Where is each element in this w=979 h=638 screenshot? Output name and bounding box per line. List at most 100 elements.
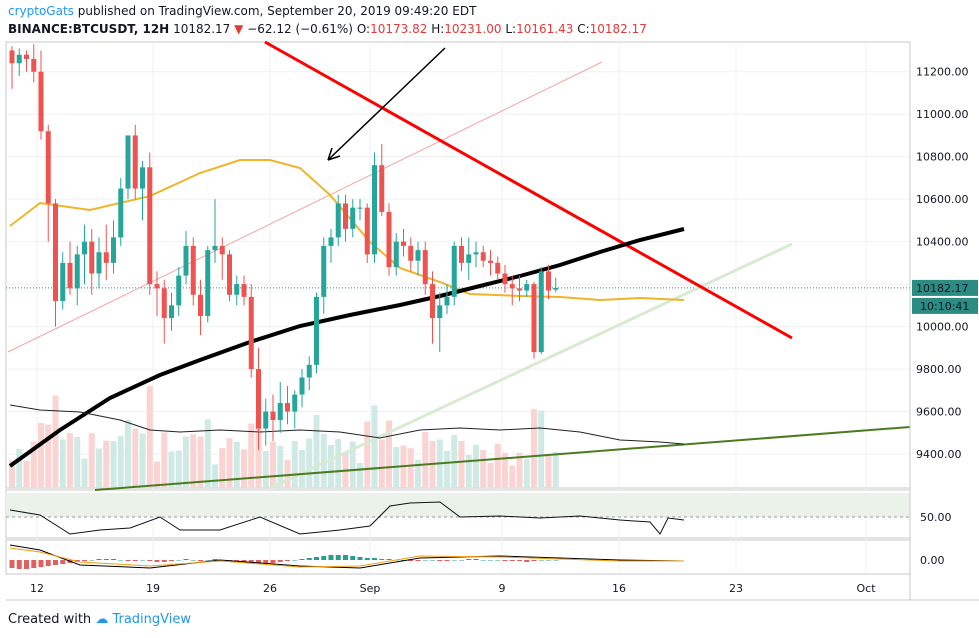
macd-hist-bar	[553, 560, 559, 561]
candle-body[interactable]	[451, 245, 457, 297]
candle-body[interactable]	[60, 262, 66, 302]
candle-body[interactable]	[219, 245, 225, 255]
candle-body[interactable]	[328, 237, 334, 246]
candle-body[interactable]	[205, 250, 211, 316]
candle-body[interactable]	[227, 254, 232, 295]
candle-body[interactable]	[357, 207, 363, 209]
candle-body[interactable]	[437, 305, 443, 319]
tradingview-brand[interactable]: TradingView	[112, 612, 191, 627]
macd-hist-bar	[285, 560, 290, 561]
candle-body[interactable]	[234, 284, 240, 295]
candle-body[interactable]	[96, 252, 102, 274]
countdown-box	[912, 297, 978, 314]
candle-body[interactable]	[67, 262, 73, 289]
candle-body[interactable]	[183, 245, 189, 276]
candle-body[interactable]	[401, 241, 406, 246]
candle-body[interactable]	[466, 254, 472, 263]
candle-body[interactable]	[169, 305, 174, 319]
candle-body[interactable]	[132, 135, 138, 189]
y-tick-label: 9400.00	[916, 448, 962, 461]
candle-body[interactable]	[74, 254, 80, 289]
x-tick-label: Sep	[360, 582, 381, 595]
candle-body[interactable]	[386, 211, 392, 268]
candle-body[interactable]	[16, 54, 22, 64]
macd-hist-bar	[270, 560, 276, 563]
volume-bar	[545, 455, 552, 488]
candle-body[interactable]	[212, 245, 218, 251]
candle-body[interactable]	[480, 252, 486, 261]
candle-body[interactable]	[422, 250, 428, 285]
volume-bar	[480, 450, 487, 488]
candle-body[interactable]	[31, 58, 37, 72]
candle-body[interactable]	[285, 403, 290, 412]
candle-body[interactable]	[502, 273, 508, 285]
publisher-name[interactable]: cryptoGats	[8, 4, 74, 18]
macd-hist-bar	[183, 559, 189, 560]
candle-body[interactable]	[495, 262, 501, 274]
candle-body[interactable]	[343, 203, 348, 229]
candle-body[interactable]	[473, 252, 479, 255]
candle-body[interactable]	[350, 207, 356, 229]
candle-body[interactable]	[488, 260, 493, 263]
candle-body[interactable]	[430, 284, 435, 319]
candle-body[interactable]	[321, 245, 327, 297]
candle-body[interactable]	[53, 203, 58, 302]
candle-body[interactable]	[517, 288, 522, 291]
candle-body[interactable]	[241, 284, 247, 297]
candle-body[interactable]	[314, 296, 319, 365]
candle-body[interactable]	[118, 188, 124, 238]
candle-body[interactable]	[509, 284, 515, 289]
candle-body[interactable]	[277, 403, 283, 421]
volume-bar	[117, 436, 124, 488]
candlesticks[interactable]	[9, 44, 559, 450]
candle-body[interactable]	[154, 284, 160, 289]
candle-body[interactable]	[372, 165, 377, 255]
x-tick-label: 12	[30, 582, 44, 595]
candle-body[interactable]	[538, 271, 544, 353]
candle-body[interactable]	[24, 54, 29, 59]
candle-body[interactable]	[103, 252, 109, 263]
candle-body[interactable]	[299, 377, 305, 395]
candle-body[interactable]	[393, 241, 399, 268]
candle-body[interactable]	[263, 411, 269, 429]
candle-body[interactable]	[198, 294, 203, 316]
volume-bar	[291, 441, 298, 488]
macd-hist-bar	[125, 560, 131, 561]
low-label: L:	[505, 22, 517, 36]
tradingview-logo-icon[interactable]: ☁	[95, 612, 109, 627]
candle-body[interactable]	[125, 135, 131, 189]
candle-body[interactable]	[292, 394, 298, 412]
candle-body[interactable]	[459, 245, 464, 263]
candle-body[interactable]	[270, 411, 276, 421]
volume-bar	[197, 436, 204, 488]
candle-body[interactable]	[176, 275, 182, 306]
candle-body[interactable]	[147, 167, 153, 285]
candle-body[interactable]	[306, 364, 312, 378]
candle-body[interactable]	[140, 167, 145, 189]
candle-body[interactable]	[248, 296, 254, 370]
macd-hist-bar	[234, 560, 240, 561]
candle-body[interactable]	[524, 284, 530, 291]
candle-body[interactable]	[335, 203, 341, 238]
candle-body[interactable]	[408, 245, 414, 261]
candle-body[interactable]	[111, 237, 116, 263]
volume-bar	[422, 432, 429, 488]
candle-body[interactable]	[546, 271, 551, 291]
price-change: −62.12 (−0.61%)	[247, 22, 353, 36]
candle-body[interactable]	[190, 245, 196, 295]
candle-body[interactable]	[531, 284, 537, 353]
candle-body[interactable]	[415, 250, 421, 261]
candle-body[interactable]	[161, 288, 167, 319]
candle-body[interactable]	[364, 207, 370, 255]
candle-body[interactable]	[444, 296, 450, 306]
candle-body[interactable]	[89, 241, 95, 274]
close-value: 10182.17	[589, 22, 647, 36]
candle-body[interactable]	[45, 131, 51, 204]
candle-body[interactable]	[379, 165, 385, 212]
candle-body[interactable]	[38, 71, 44, 132]
candle-body[interactable]	[9, 50, 15, 64]
candle-body[interactable]	[553, 287, 559, 290]
candle-body[interactable]	[256, 369, 261, 429]
candle-body[interactable]	[82, 241, 87, 255]
